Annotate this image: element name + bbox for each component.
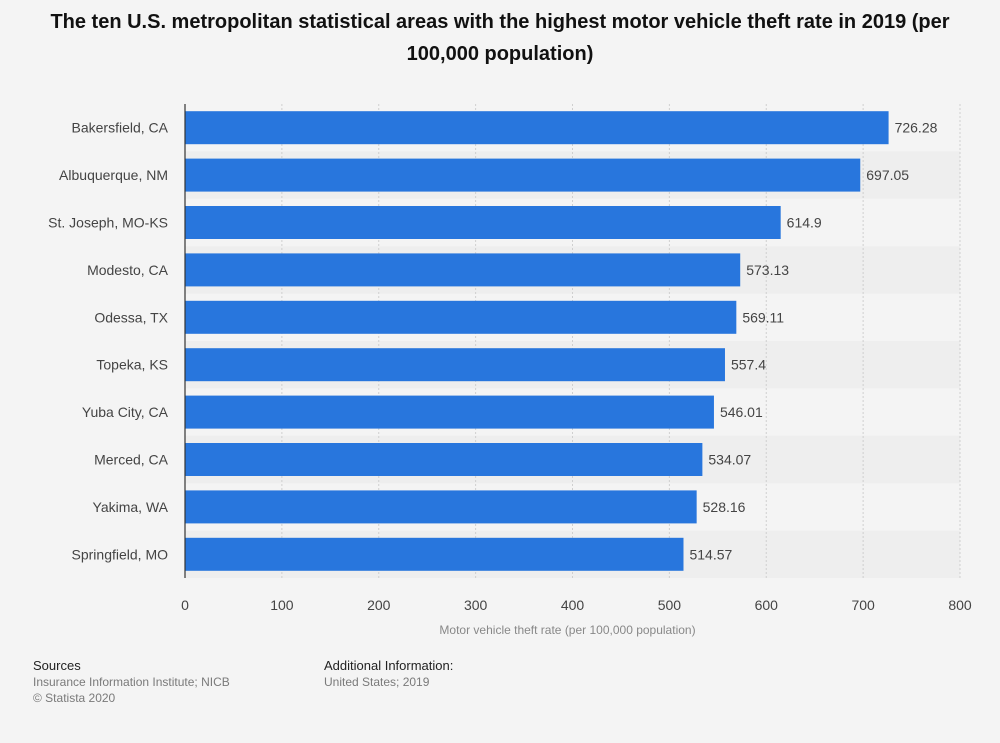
value-label: 614.9 — [787, 215, 822, 231]
value-label: 528.16 — [703, 499, 746, 515]
bar — [185, 348, 725, 382]
sources-line: Insurance Information Institute; NICB — [33, 675, 230, 689]
bar — [185, 395, 714, 429]
x-tick-label: 700 — [851, 597, 875, 613]
x-tick-label: 0 — [181, 597, 189, 613]
value-label: 573.13 — [746, 262, 789, 278]
additional-info-heading: Additional Information: — [324, 658, 454, 673]
value-label: 514.57 — [689, 546, 732, 562]
category-label: Topeka, KS — [96, 357, 168, 373]
category-label: Springfield, MO — [72, 546, 169, 562]
bar — [185, 206, 781, 239]
category-label: Yuba City, CA — [82, 404, 169, 420]
sources-heading: Sources — [33, 658, 81, 673]
value-label: 534.07 — [708, 452, 751, 468]
value-label: 546.01 — [720, 404, 763, 420]
category-label: Albuquerque, NM — [59, 167, 168, 183]
x-tick-label: 300 — [464, 597, 488, 613]
value-label: 557.4 — [731, 357, 766, 373]
value-label: 569.11 — [742, 309, 784, 325]
sources-block: Sources Insurance Information Institute;… — [33, 658, 230, 706]
additional-info-block: Additional Information: United States; 2… — [324, 658, 453, 690]
category-label: Merced, CA — [94, 452, 169, 468]
bar — [185, 537, 684, 571]
bar — [185, 490, 697, 524]
category-label: St. Joseph, MO-KS — [48, 215, 168, 231]
chart-title: The ten U.S. metropolitan statistical ar… — [50, 11, 950, 65]
bar — [185, 300, 737, 334]
bar — [185, 111, 889, 145]
x-tick-label: 400 — [561, 597, 585, 613]
x-tick-label: 500 — [658, 597, 682, 613]
x-tick-label: 600 — [755, 597, 779, 613]
copyright-line: © Statista 2020 — [33, 691, 116, 705]
bar — [185, 443, 703, 476]
bar — [185, 158, 861, 192]
category-label: Yakima, WA — [93, 499, 169, 515]
value-label: 726.28 — [895, 120, 938, 136]
x-tick-label: 200 — [367, 597, 391, 613]
value-label: 697.05 — [866, 167, 909, 183]
x-tick-label: 100 — [270, 597, 294, 613]
category-label: Bakersfield, CA — [72, 120, 169, 136]
category-label: Modesto, CA — [87, 262, 169, 278]
x-tick-label: 800 — [948, 597, 972, 613]
additional-info-line: United States; 2019 — [324, 675, 430, 689]
category-label: Odessa, TX — [94, 309, 168, 325]
bar — [185, 253, 741, 287]
x-axis-title: Motor vehicle theft rate (per 100,000 po… — [439, 623, 695, 637]
